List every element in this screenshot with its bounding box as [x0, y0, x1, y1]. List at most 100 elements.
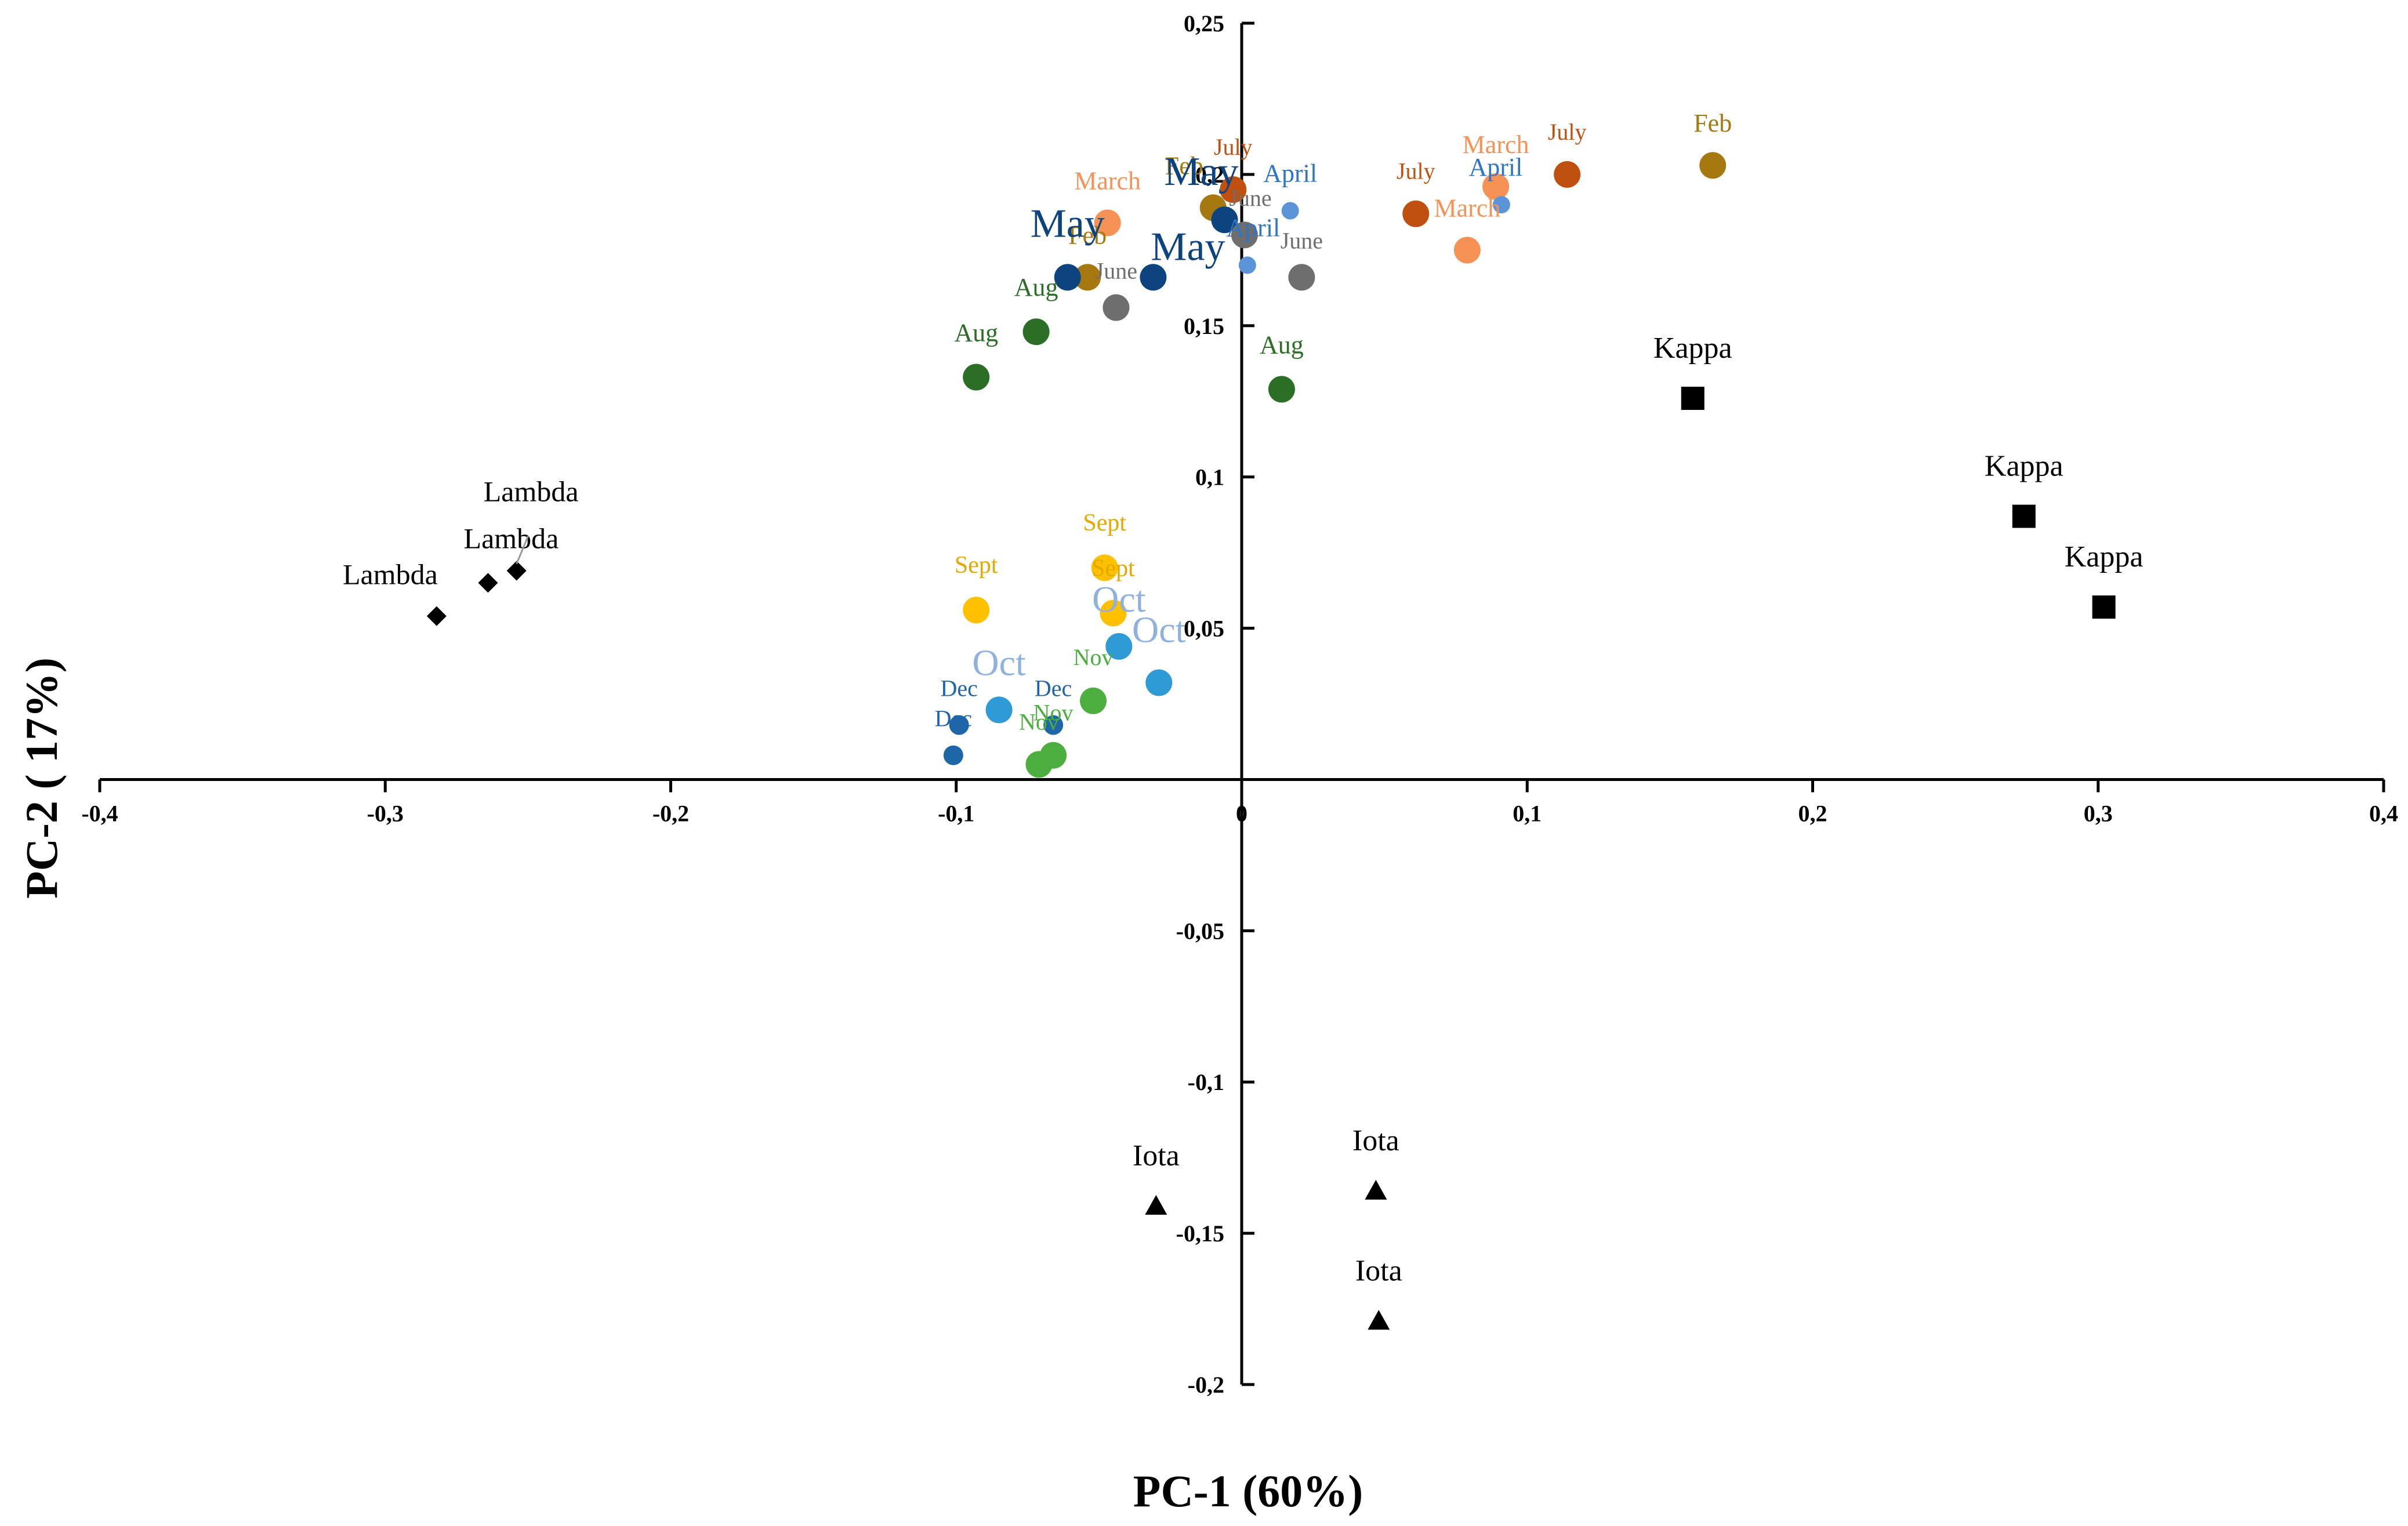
lambda-leader-line — [516, 535, 530, 564]
march-label: March — [1463, 130, 1529, 159]
x-tick-label: -0,3 — [367, 800, 404, 826]
x-tick-label: -0,4 — [81, 800, 118, 826]
nov-point — [1080, 687, 1107, 714]
lambda-point — [478, 573, 498, 593]
oct-label: Oct — [1092, 579, 1146, 620]
y-tick-label: 0,15 — [1184, 313, 1224, 339]
march-point — [1094, 209, 1121, 237]
june-label: June — [1281, 227, 1323, 253]
x-axis-title: PC-1 (60%) — [1133, 1466, 1363, 1516]
lambda-label: Lambda — [484, 475, 579, 507]
y-tick-label: 0,2 — [1195, 162, 1224, 188]
sept-label: Sept — [1091, 555, 1135, 582]
march-point — [1482, 173, 1510, 200]
feb-label: Feb — [1693, 109, 1732, 137]
kappa-label: Kappa — [1985, 449, 2064, 482]
aug-point — [963, 364, 990, 391]
march-label: March — [1434, 194, 1500, 222]
july-label: July — [1397, 158, 1435, 184]
iota-label: Iota — [1133, 1139, 1180, 1172]
april-label: April — [1263, 159, 1317, 188]
iota-point — [1365, 1180, 1387, 1200]
x-tick-label: -0,2 — [652, 800, 689, 826]
oct-label: Oct — [1132, 609, 1186, 650]
dec-point — [1043, 715, 1064, 735]
lambda-label: Lambda — [343, 558, 438, 591]
april-point — [1281, 202, 1299, 220]
x-tick-label: -0,1 — [938, 800, 974, 826]
sept-point — [963, 597, 990, 624]
may-point — [1211, 206, 1238, 234]
kappa-point — [2092, 595, 2116, 619]
may-point — [1054, 264, 1081, 291]
april-point — [1238, 256, 1256, 274]
x-tick-label: 0,3 — [2084, 800, 2113, 826]
may-label: May — [1164, 150, 1238, 194]
may-label: May — [1031, 201, 1105, 246]
x-tick-label: 0 — [1236, 800, 1247, 826]
iota-label: Iota — [1352, 1124, 1399, 1157]
april-label: April — [1469, 153, 1523, 181]
may-point — [1140, 264, 1167, 291]
y-tick-label: 0,25 — [1184, 10, 1224, 37]
march-point — [1453, 237, 1481, 264]
lambda-point — [426, 606, 447, 626]
dec-label: Dec — [935, 706, 972, 732]
july-point — [1554, 161, 1581, 188]
iota-label: Iota — [1355, 1254, 1402, 1287]
july-label: July — [1214, 134, 1253, 160]
iota-point — [1145, 1195, 1167, 1215]
sept-label: Sept — [1083, 510, 1126, 536]
feb-point — [1699, 152, 1727, 179]
aug-point — [1022, 318, 1050, 346]
oct-point — [985, 696, 1013, 724]
june-point — [1288, 264, 1315, 291]
y-tick-label: -0,05 — [1176, 918, 1224, 944]
feb-point — [1074, 264, 1101, 291]
lambda-label: Lambda — [464, 522, 559, 554]
dec-label: Dec — [940, 675, 977, 702]
sept-point — [1100, 600, 1127, 627]
dec-point — [949, 715, 969, 735]
oct-point — [1105, 633, 1133, 660]
x-tick-label: 0,2 — [1798, 800, 1827, 826]
y-ticks: 0,25 0,2 0,15 0,1 0,05 -0,05 -0,1 -0,15 -0,2 — [1176, 10, 1254, 1398]
nov-label: Nov — [1074, 644, 1114, 670]
data-points — [426, 152, 2116, 1330]
oct-label: Oct — [972, 642, 1026, 683]
y-tick-label: -0,1 — [1188, 1069, 1224, 1095]
may-label: May — [1151, 224, 1225, 269]
july-point — [1402, 200, 1430, 227]
sept-point — [1091, 554, 1118, 582]
june-label: June — [1229, 185, 1271, 211]
aug-label: Aug — [1014, 273, 1058, 301]
y-tick-label: -0,15 — [1176, 1220, 1224, 1247]
june-point — [1103, 294, 1130, 321]
dec-label: Dec — [1035, 675, 1072, 702]
sept-label: Sept — [955, 552, 998, 579]
april-point — [1492, 196, 1510, 214]
march-label: March — [1074, 166, 1141, 195]
kappa-point — [2012, 504, 2036, 528]
y-tick-label: -0,2 — [1188, 1372, 1224, 1398]
kappa-point — [1681, 387, 1705, 410]
july-point — [1220, 176, 1247, 203]
aug-label: Aug — [954, 318, 998, 347]
nov-label: Nov — [1019, 708, 1059, 735]
y-tick-label: 0,05 — [1184, 616, 1224, 642]
axes: -0,4 -0,3 -0,2 -0,1 0 0,1 0,2 0,3 0,4 0,25 0,2 0,1… — [81, 10, 2398, 1398]
june-label: June — [1095, 257, 1137, 284]
y-tick-label: 0,1 — [1195, 464, 1224, 490]
x-ticks: -0,4 -0,3 -0,2 -0,1 0 0,1 0,2 0,3 0,4 — [81, 779, 2398, 826]
y-axis-title: PC-2 ( 17%) — [16, 657, 67, 899]
lambda-point — [506, 561, 527, 581]
july-label: July — [1548, 119, 1587, 145]
nov-point — [1025, 751, 1053, 778]
dec-point — [943, 745, 963, 765]
kappa-label: Kappa — [2065, 540, 2144, 573]
oct-point — [1145, 669, 1173, 696]
nov-label: Nov — [1033, 700, 1074, 726]
x-tick-label: 0,4 — [2369, 800, 2398, 826]
